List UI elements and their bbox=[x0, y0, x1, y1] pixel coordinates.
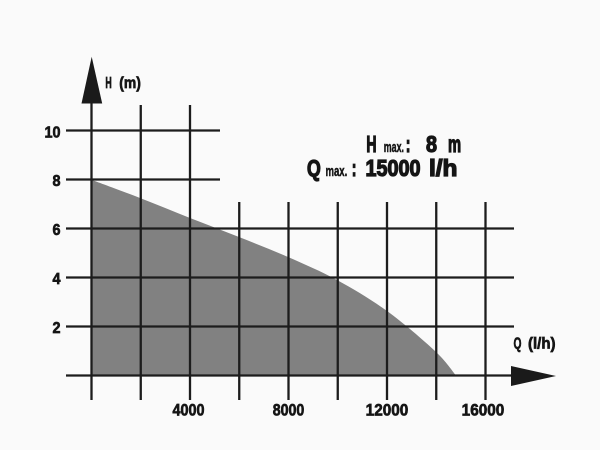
svg-text:H: H bbox=[105, 73, 111, 92]
svg-text:l/h: l/h bbox=[429, 157, 457, 182]
svg-text:12000: 12000 bbox=[366, 402, 409, 420]
svg-text:10: 10 bbox=[44, 124, 60, 142]
svg-text:m: m bbox=[448, 133, 461, 158]
svg-text:4: 4 bbox=[52, 271, 61, 289]
svg-text::: : bbox=[352, 157, 357, 182]
svg-text:16000: 16000 bbox=[462, 402, 505, 420]
svg-text:Q: Q bbox=[307, 156, 321, 182]
svg-text:4000: 4000 bbox=[173, 401, 205, 419]
svg-text:2: 2 bbox=[52, 320, 60, 338]
svg-text:Q: Q bbox=[514, 334, 522, 352]
svg-text:max.: max. bbox=[326, 163, 348, 180]
svg-text::: : bbox=[406, 133, 411, 158]
svg-text:6: 6 bbox=[52, 222, 60, 240]
svg-text:(m): (m) bbox=[119, 74, 141, 92]
svg-text:8: 8 bbox=[52, 173, 60, 191]
svg-text:H: H bbox=[366, 133, 376, 158]
svg-text:max.: max. bbox=[384, 139, 404, 156]
svg-text:8000: 8000 bbox=[273, 401, 305, 419]
svg-text:15000: 15000 bbox=[366, 156, 421, 182]
svg-text:8: 8 bbox=[426, 132, 437, 158]
svg-text:(l/h): (l/h) bbox=[528, 335, 556, 353]
